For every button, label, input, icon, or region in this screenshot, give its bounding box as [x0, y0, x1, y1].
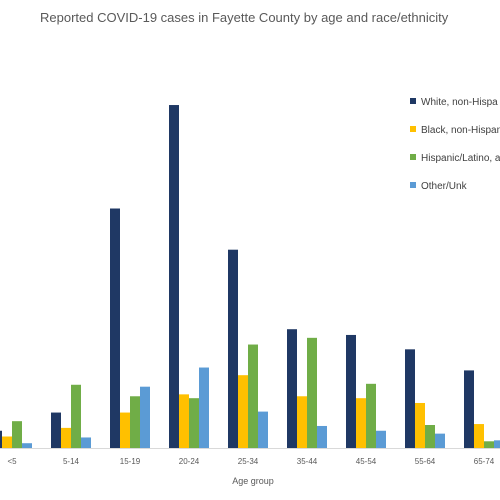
- bar-black-non-hispan-35-44: [297, 396, 307, 448]
- bar-white-non-hispa-25-34: [228, 249, 238, 448]
- legend: White, non-Hispa Black, non-Hispan Hispani…: [410, 97, 500, 192]
- legend-swatch-hispanic-latino-a: [410, 154, 416, 160]
- bar-hispanic-latino-a-45-54: [366, 383, 376, 448]
- bar-other-unk-5-14: [81, 437, 91, 448]
- chart-title: Reported COVID-19 cases in Fayette Count…: [40, 10, 449, 25]
- bar-hispanic-latino-a-5-14: [71, 384, 81, 448]
- x-tick-label: 5-14: [63, 457, 80, 466]
- bar-white-non-hispa-20-24: [169, 105, 179, 448]
- legend-swatch-white-non-hispa: [410, 98, 416, 104]
- bar-white-non-hispa-15-19: [110, 208, 120, 448]
- bar-black-non-hispan-25-34: [238, 375, 248, 448]
- bar-white-non-hispa-35-44: [287, 329, 297, 448]
- bar-black-non-hispan-5-14: [61, 427, 71, 448]
- bar-other-unk-65-74: [494, 440, 500, 448]
- x-tick-label: 45-54: [356, 457, 377, 466]
- x-tick-label: 15-19: [120, 457, 141, 466]
- bar-other-unk-20-24: [199, 367, 209, 448]
- bar-hispanic-latino-a-35-44: [307, 337, 317, 448]
- legend-label-black-non-hispan: Black, non-Hispan: [421, 125, 500, 136]
- bar-black-non-hispan-45-54: [356, 398, 366, 448]
- bar-white-non-hispa-55-64: [405, 349, 415, 448]
- bar-black-non-hispan-15-19: [120, 412, 130, 448]
- legend-swatch-other-unk: [410, 182, 416, 188]
- bar-black-non-hispan-20-24: [179, 394, 189, 448]
- bar-other-unk-15-19: [140, 386, 150, 448]
- x-tick-labels: <5 5-14 15-19 20-24 25-34 35-44 45-54 55-64 65-7…: [7, 457, 494, 466]
- legend-swatch-black-non-hispan: [410, 126, 416, 132]
- x-tick-label: 35-44: [297, 457, 318, 466]
- x-tick-label: <5: [7, 457, 17, 466]
- x-tick-label: 65-74: [474, 457, 495, 466]
- bar-other-unk-35-44: [317, 425, 327, 448]
- bar-white-non-hispa-65-74: [464, 370, 474, 448]
- legend-label-white-non-hispa: White, non-Hispa: [421, 97, 498, 108]
- bar-hispanic-latino-a-under-5: [12, 421, 22, 448]
- bar-other-unk-25-34: [258, 411, 268, 448]
- bar-black-non-hispan-65-74: [474, 424, 484, 448]
- bar-white-non-hispa-45-54: [346, 334, 356, 448]
- bar-white-non-hispa-5-14: [51, 412, 61, 448]
- bar-white-non-hispa-under-5: [0, 430, 2, 448]
- legend-label-hispanic-latino-a: Hispanic/Latino, a: [421, 153, 500, 164]
- bar-hispanic-latino-a-20-24: [189, 398, 199, 448]
- bars-group: [0, 105, 500, 448]
- bar-hispanic-latino-a-65-74: [484, 441, 494, 448]
- x-axis-label: Age group: [232, 476, 274, 486]
- bar-other-unk-55-64: [435, 433, 445, 448]
- bar-black-non-hispan-55-64: [415, 402, 425, 448]
- x-tick-label: 55-64: [415, 457, 436, 466]
- bar-other-unk-45-54: [376, 430, 386, 448]
- bar-other-unk-under-5: [22, 443, 32, 448]
- x-tick-label: 20-24: [179, 457, 200, 466]
- bar-hispanic-latino-a-25-34: [248, 344, 258, 448]
- x-tick-label: 25-34: [238, 457, 259, 466]
- bar-hispanic-latino-a-55-64: [425, 425, 435, 448]
- legend-label-other-unk: Other/Unk: [421, 181, 468, 192]
- bar-hispanic-latino-a-15-19: [130, 396, 140, 448]
- bar-black-non-hispan-under-5: [2, 436, 12, 448]
